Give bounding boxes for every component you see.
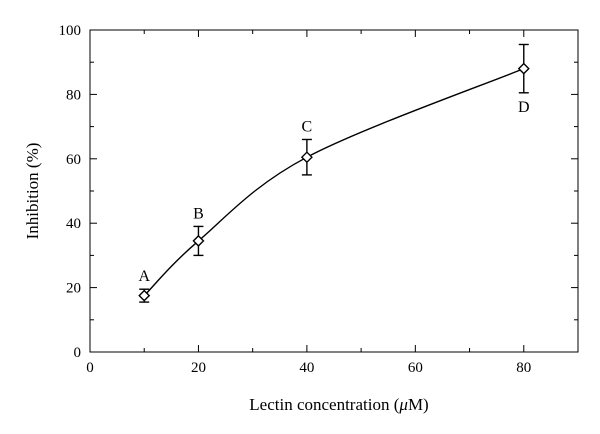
x-tick-label: 20	[191, 360, 206, 376]
x-tick-label: 0	[86, 360, 94, 376]
x-tick-label: 80	[516, 360, 531, 376]
data-point-marker	[517, 62, 530, 75]
axes-frame	[89, 29, 579, 353]
x-axis-title-mu: μ	[398, 395, 408, 414]
y-tick-label: 40	[66, 216, 81, 232]
y-tick-label: 20	[66, 281, 81, 297]
plot-frame	[89, 29, 579, 353]
x-tick-label: 60	[408, 360, 423, 376]
y-tick-label: 80	[66, 87, 81, 103]
data-point-marker	[138, 289, 151, 302]
y-tick-label: 0	[74, 345, 82, 361]
x-axis-ticks: 0 20 40 60 80	[86, 30, 579, 376]
data-point-label: D	[518, 99, 530, 116]
y-tick-label: 60	[66, 152, 81, 168]
x-axis-title: Lectin concentration (μM)	[249, 395, 428, 414]
y-tick-label: 100	[59, 23, 82, 39]
data-point-label: A	[138, 268, 150, 285]
data-point-label: C	[302, 118, 313, 135]
x-axis-title-prefix: Lectin concentration (	[249, 395, 399, 414]
y-axis-title: Inhibition (%)	[23, 143, 42, 240]
data-point-marker	[192, 234, 205, 247]
series-inhibition: A B C D	[138, 43, 530, 303]
data-point-marker	[300, 151, 313, 164]
data-point-label: B	[193, 205, 204, 222]
y-axis-ticks: 0 20 40 60 80 100	[59, 23, 578, 361]
x-axis-title-suffix: M)	[408, 395, 429, 414]
x-tick-label: 40	[299, 360, 314, 376]
series-curve	[143, 67, 525, 297]
